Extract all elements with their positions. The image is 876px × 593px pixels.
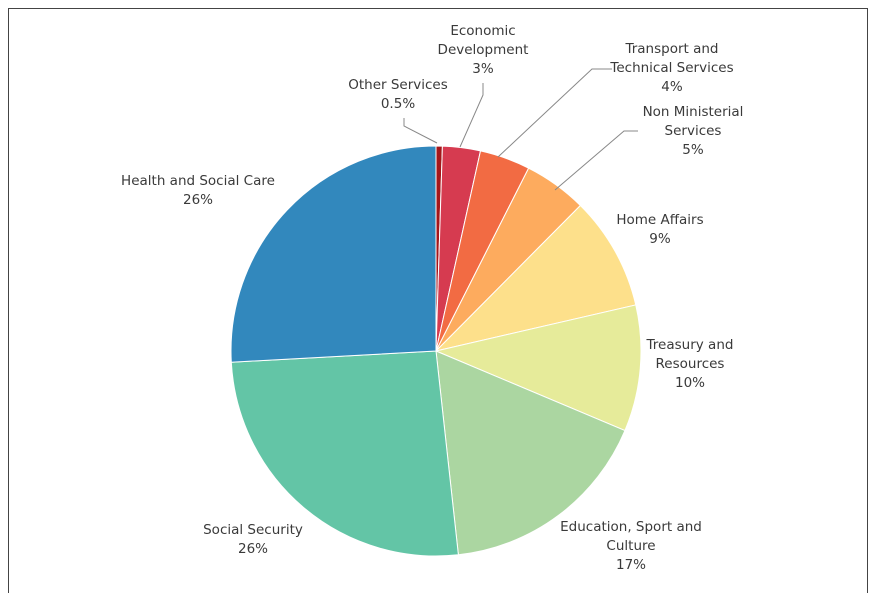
category-label: Transport and Technical Services — [610, 41, 734, 76]
value-label: 26% — [182, 192, 213, 208]
category-label: Social Security — [203, 522, 303, 538]
slice-label: Health and Social Care 26% — [98, 172, 298, 210]
pie-slice — [435, 350, 626, 556]
leader-line — [554, 130, 638, 191]
value-label: 17% — [615, 557, 646, 573]
value-label: 5% — [682, 142, 704, 158]
slice-label: Education, Sport and Culture 17% — [556, 518, 706, 575]
category-label: Treasury and Resources — [646, 337, 734, 372]
category-label: Home Affairs — [616, 212, 704, 228]
value-label: 4% — [661, 79, 683, 95]
category-label: Non Ministerial Services — [642, 104, 744, 139]
category-label: Other Services — [348, 77, 448, 93]
value-label: 3% — [472, 61, 494, 77]
value-label: 0.5% — [380, 96, 416, 112]
slice-label: Non Ministerial Services 5% — [633, 103, 753, 160]
pie-slice — [434, 304, 642, 432]
slice-label: Other Services 0.5% — [338, 76, 458, 114]
frame — [8, 8, 868, 593]
category-label: Education, Sport and Culture — [560, 519, 702, 554]
pie-slice — [434, 204, 637, 352]
value-label: 9% — [649, 231, 671, 247]
value-label: 10% — [674, 375, 705, 391]
leader-line — [459, 83, 484, 148]
value-label: 26% — [237, 541, 268, 557]
slice-label: Home Affairs 9% — [580, 211, 740, 249]
category-label: Health and Social Care — [121, 173, 275, 189]
pie-slice — [230, 350, 459, 557]
category-label: Economic Development — [437, 23, 529, 58]
slice-label: Treasury and Resources 10% — [640, 336, 740, 393]
slice-label: Economic Development 3% — [433, 22, 533, 79]
leader-line — [497, 68, 612, 158]
slice-label: Transport and Technical Services 4% — [602, 40, 742, 97]
pie-slice — [230, 145, 437, 363]
slice-label: Social Security 26% — [153, 521, 353, 559]
leader-line — [403, 118, 438, 144]
